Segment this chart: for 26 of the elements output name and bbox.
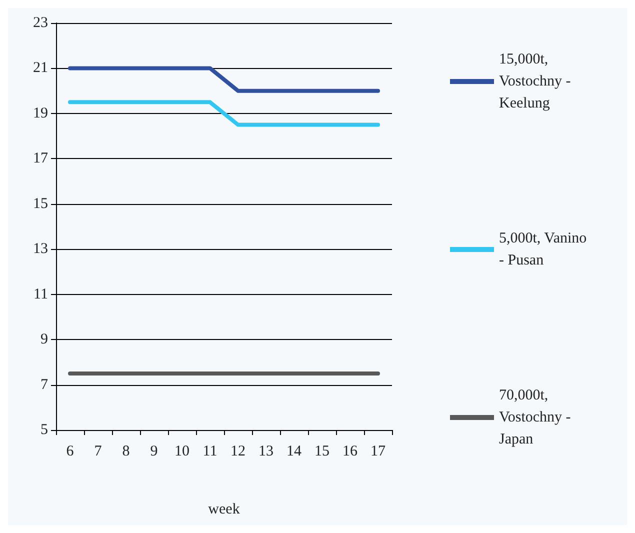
x-tick-label: 14 [286,444,302,460]
y-tick-label: 9 [40,332,48,348]
x-tick-label: 15 [314,444,330,460]
y-tick-label: 23 [33,15,48,31]
x-axis-title: week [208,502,240,518]
y-tick-label: 15 [33,196,48,212]
x-tick-label: 13 [258,444,274,460]
x-tick-label: 12 [230,444,246,460]
y-tick-label: 19 [33,105,48,122]
x-tick-label: 17 [370,444,386,460]
legend-label: 70,000t, Vostochny - Japan [499,388,575,448]
x-tick-label: 11 [202,444,218,460]
x-tick-label: 10 [174,444,190,460]
y-tick-label: 17 [33,150,48,167]
legend-label: 15,000t, Vostochny - Keelung [499,52,575,112]
x-tick-label: 7 [94,444,102,460]
y-tick-label: 21 [33,60,48,76]
x-tick-label: 8 [122,444,130,460]
legend-label: 5,000t, Vanino - Pusan [499,230,590,268]
y-tick-label: 7 [40,376,48,393]
y-tick-label: 13 [33,241,48,258]
x-tick-label: 9 [150,444,158,460]
y-tick-label: 5 [40,422,48,438]
x-tick-label: 16 [342,444,358,460]
y-tick-label: 11 [34,286,48,302]
x-tick-label: 6 [66,444,74,460]
